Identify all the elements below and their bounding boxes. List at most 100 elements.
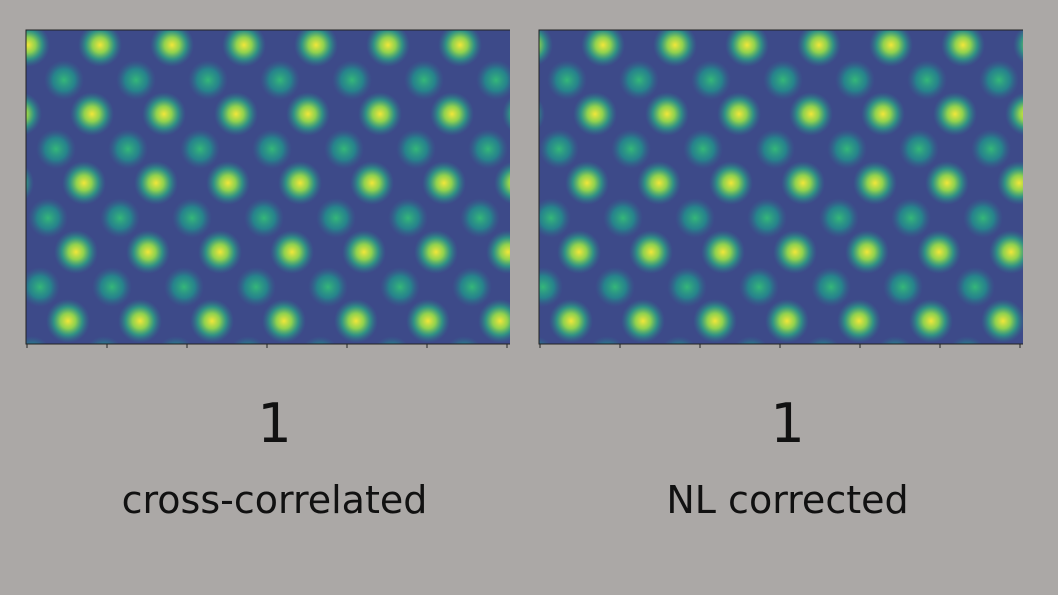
panel: 1 cross-correlated bbox=[10, 0, 539, 595]
bright-spot bbox=[709, 161, 753, 205]
dim-spot bbox=[907, 60, 947, 100]
bright-spot bbox=[26, 30, 50, 67]
bright-spot bbox=[629, 230, 673, 274]
dim-spot bbox=[963, 198, 1003, 238]
bright-spot bbox=[342, 230, 386, 274]
dim-spot bbox=[396, 129, 436, 169]
dim-spot bbox=[819, 198, 859, 238]
dim-spot bbox=[36, 129, 76, 169]
bright-spot bbox=[539, 30, 553, 66]
bright-spot bbox=[861, 92, 905, 136]
dim-spot bbox=[180, 129, 220, 169]
panel-number: 1 bbox=[257, 392, 292, 455]
dim-spot bbox=[675, 198, 715, 238]
image-frame bbox=[25, 29, 510, 345]
bright-spot bbox=[502, 97, 510, 131]
dim-spot bbox=[539, 267, 563, 307]
bright-spot bbox=[350, 161, 394, 205]
panel-caption: NL corrected bbox=[666, 478, 909, 522]
bright-spot bbox=[222, 30, 266, 67]
bright-spot bbox=[581, 30, 625, 67]
dim-spot bbox=[591, 336, 623, 344]
dim-spot bbox=[332, 60, 372, 100]
bright-spot bbox=[523, 230, 529, 274]
dim-spot bbox=[26, 336, 48, 344]
dim-spot bbox=[164, 267, 204, 307]
bright-spot bbox=[869, 30, 913, 67]
dim-spot bbox=[811, 267, 851, 307]
bright-spot bbox=[294, 30, 338, 67]
dim-spot bbox=[539, 129, 579, 169]
bright-spot bbox=[10, 299, 18, 343]
dim-spot bbox=[683, 129, 723, 169]
bright-spot bbox=[334, 299, 378, 343]
bright-spot bbox=[486, 230, 510, 274]
bright-spot bbox=[494, 161, 510, 205]
bright-spot bbox=[26, 92, 42, 136]
bright-spot bbox=[917, 230, 961, 274]
dim-spot bbox=[308, 267, 348, 307]
bright-spot bbox=[206, 161, 250, 205]
dim-spot bbox=[951, 336, 983, 344]
bright-spot bbox=[845, 230, 889, 274]
dim-spot bbox=[667, 267, 707, 307]
dim-spot bbox=[452, 267, 492, 307]
bright-spot bbox=[637, 161, 681, 205]
bright-spot bbox=[925, 161, 969, 205]
bright-spot bbox=[10, 230, 26, 274]
bright-spot bbox=[422, 161, 466, 205]
dim-spot bbox=[324, 129, 364, 169]
bright-spot bbox=[941, 30, 985, 67]
bright-spot bbox=[725, 30, 769, 67]
bright-spot bbox=[70, 92, 114, 136]
bright-spot bbox=[414, 230, 458, 274]
dim-spot bbox=[88, 336, 120, 344]
dim-spot bbox=[807, 336, 839, 344]
dim-spot bbox=[448, 336, 480, 344]
bright-spot bbox=[478, 299, 510, 343]
dim-spot bbox=[899, 129, 939, 169]
dim-spot bbox=[28, 198, 68, 238]
bright-spot bbox=[981, 299, 1023, 343]
dim-spot bbox=[539, 336, 551, 344]
dim-spot bbox=[979, 60, 1019, 100]
bright-spot bbox=[701, 230, 745, 274]
bright-spot bbox=[126, 230, 170, 274]
dim-spot bbox=[100, 198, 140, 238]
bright-spot bbox=[909, 299, 953, 343]
bright-spot bbox=[997, 161, 1023, 205]
bright-spot bbox=[118, 299, 162, 343]
dim-spot bbox=[316, 198, 356, 238]
dim-spot bbox=[691, 60, 731, 100]
bright-spot bbox=[406, 299, 450, 343]
dim-spot bbox=[304, 336, 336, 344]
panel-number: 1 bbox=[770, 392, 805, 455]
dim-spot bbox=[160, 336, 192, 344]
dim-spot bbox=[971, 129, 1011, 169]
bright-spot bbox=[837, 299, 881, 343]
dim-spot bbox=[539, 198, 571, 238]
bright-spot bbox=[270, 230, 314, 274]
dim-spot bbox=[92, 267, 132, 307]
dim-spot bbox=[460, 198, 500, 238]
dim-spot bbox=[755, 129, 795, 169]
bright-spot bbox=[523, 161, 537, 205]
bright-spot bbox=[645, 92, 689, 136]
bright-spot bbox=[286, 92, 330, 136]
bright-spot bbox=[366, 30, 410, 67]
bright-spot bbox=[765, 299, 809, 343]
bright-spot bbox=[26, 166, 34, 200]
bright-spot bbox=[54, 230, 98, 274]
bright-spot bbox=[46, 299, 90, 343]
bright-spot bbox=[150, 30, 194, 67]
bright-spot bbox=[853, 161, 897, 205]
dim-spot bbox=[747, 198, 787, 238]
dim-spot bbox=[827, 129, 867, 169]
bright-spot bbox=[933, 92, 977, 136]
bright-spot bbox=[142, 92, 186, 136]
dim-spot bbox=[735, 336, 767, 344]
dim-spot bbox=[468, 129, 508, 169]
bright-spot bbox=[773, 230, 817, 274]
dim-spot bbox=[172, 198, 212, 238]
dim-spot bbox=[547, 60, 587, 100]
